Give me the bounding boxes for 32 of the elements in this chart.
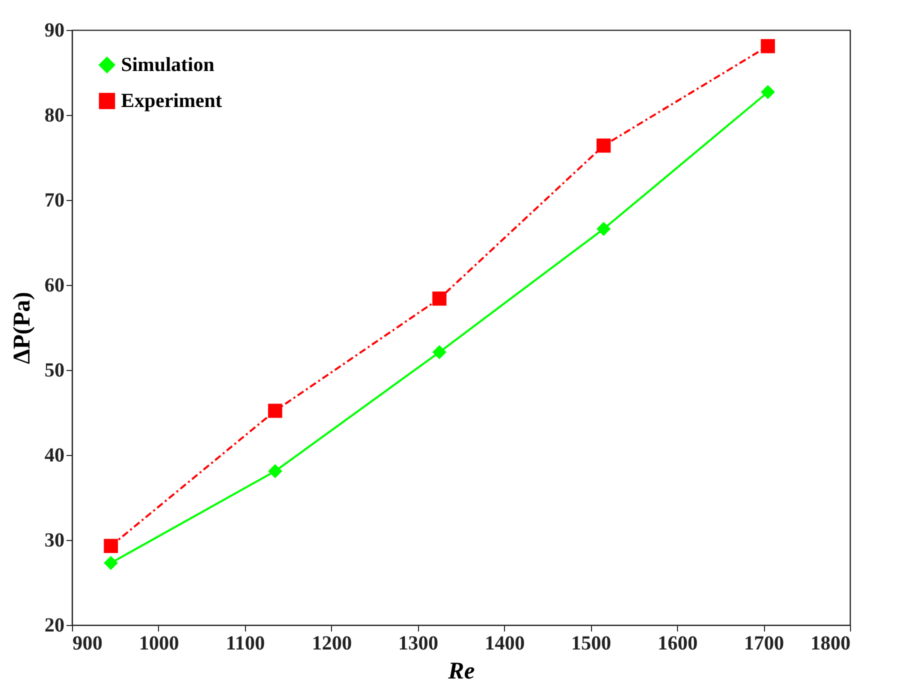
point (268, 464, 282, 478)
x-tick-label: 1600 (658, 632, 698, 654)
y-tick-label: 70 (44, 190, 64, 212)
point (104, 556, 118, 570)
y-tick-label: 30 (44, 530, 64, 552)
x-tick-label: 1400 (484, 632, 525, 654)
x-tick-label: 1200 (312, 632, 352, 654)
point (760, 84, 775, 100)
legend-label: Experiment (121, 90, 222, 112)
point (596, 138, 611, 153)
point (104, 538, 118, 554)
point (596, 222, 611, 236)
y-tick-label: 90 (44, 20, 64, 42)
y-axis-title: ΔP(Pa) (10, 292, 36, 364)
x-axis-title: Re (447, 658, 476, 684)
y-tick-label: 80 (44, 104, 64, 126)
y-tick-label: 20 (44, 614, 64, 636)
x-tick-label: 1300 (398, 632, 438, 654)
x-tick-label: 1800 (810, 632, 850, 654)
y-tick-label: 50 (44, 360, 64, 382)
y-tick-label: 60 (44, 274, 64, 296)
legend-label: Simulation (121, 54, 214, 76)
x-tick-label: 1700 (744, 632, 784, 654)
point (268, 404, 282, 418)
x-tick-label: 900 (72, 632, 102, 654)
x-tick-label: 1100 (226, 632, 265, 654)
point (432, 292, 446, 306)
x-tick-label: 1000 (138, 632, 179, 654)
point (432, 345, 446, 360)
x-tick-label: 1500 (571, 632, 612, 654)
point (760, 39, 775, 54)
y-tick-label: 40 (44, 444, 64, 466)
